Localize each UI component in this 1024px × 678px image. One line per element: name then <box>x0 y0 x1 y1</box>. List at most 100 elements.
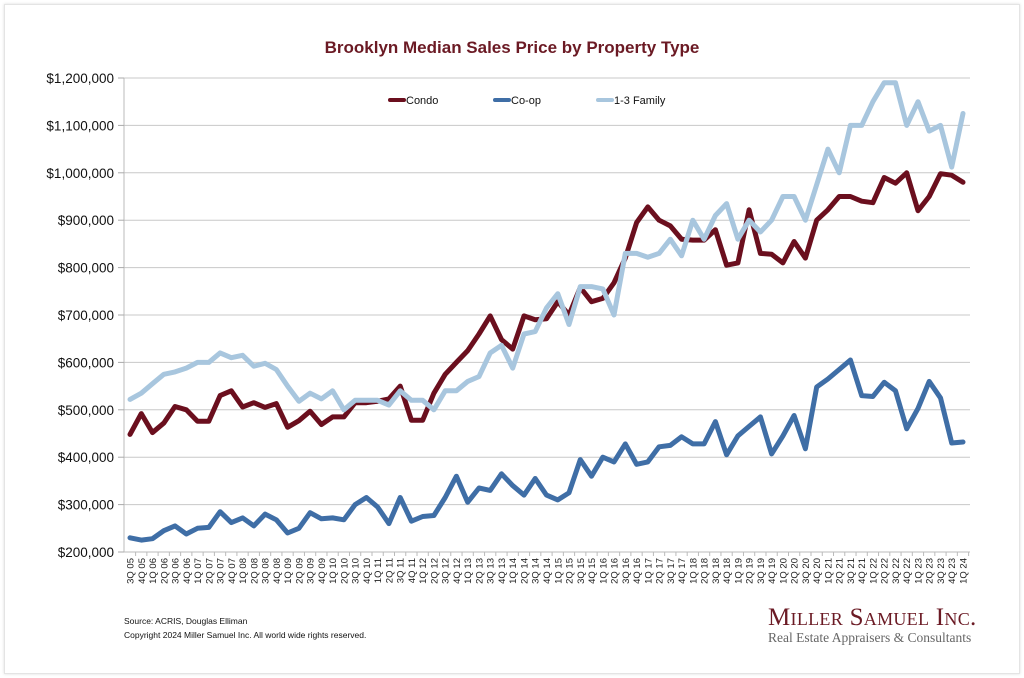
y-tick-label: $1,000,000 <box>46 166 114 181</box>
legend-label: Condo <box>406 95 438 107</box>
footer: Source: ACRIS, Douglas Elliman Copyright… <box>124 614 366 642</box>
x-tick-label: 1Q 10 <box>328 558 339 584</box>
x-tick-label: 3Q 21 <box>846 558 857 584</box>
x-tick-label: 1Q 23 <box>913 558 924 584</box>
x-tick-label: 3Q 20 <box>801 558 812 584</box>
legend-label: Co-op <box>511 95 541 107</box>
y-tick-label: $800,000 <box>58 261 114 276</box>
y-tick-label: $600,000 <box>58 355 114 370</box>
x-tick-label: 2Q 13 <box>474 558 485 584</box>
x-tick-label: 2Q 16 <box>610 558 621 584</box>
x-tick-label: 4Q 06 <box>182 558 193 584</box>
x-tick-label: 3Q 09 <box>306 558 317 584</box>
x-tick-label: 1Q 14 <box>508 558 519 584</box>
series-line-co-op <box>127 357 966 543</box>
x-tick-label: 3Q 17 <box>666 558 677 584</box>
x-tick-label: 3Q 08 <box>261 558 272 584</box>
x-tick-label: 2Q 10 <box>339 558 350 584</box>
y-tick-label: $1,100,000 <box>46 118 114 133</box>
y-tick-label: $900,000 <box>58 213 114 228</box>
x-tick-label: 3Q 18 <box>711 558 722 584</box>
x-tick-label: 4Q 22 <box>902 558 913 584</box>
x-tick-label: 2Q 08 <box>249 558 260 584</box>
x-tick-label: 4Q 05 <box>137 558 148 584</box>
legend-label: 1-3 Family <box>614 95 666 107</box>
x-tick-label: 2Q 19 <box>745 558 756 584</box>
legend-item: Co-op <box>493 95 541 107</box>
legend: Condo Co-op 1-3 Family <box>388 95 666 107</box>
x-tick-label: 4Q 09 <box>317 558 328 584</box>
x-tick-label: 4Q 12 <box>452 558 463 584</box>
x-tick-label: 3Q 22 <box>891 558 902 584</box>
x-tick-label: 1Q 24 <box>959 558 970 584</box>
series-line-1-3-family <box>127 80 966 413</box>
x-tick-label: 2Q 11 <box>384 558 395 583</box>
x-tick-label: 2Q 18 <box>700 558 711 584</box>
x-tick-label: 4Q 08 <box>272 558 283 584</box>
x-tick-label: 4Q 17 <box>677 558 688 584</box>
x-tick-label: 1Q 15 <box>553 558 564 584</box>
x-tick-label: 2Q 14 <box>519 558 530 584</box>
x-tick-label: 4Q 21 <box>857 558 868 584</box>
x-tick-label: 1Q 21 <box>823 558 834 584</box>
x-tick-label: 1Q 20 <box>778 558 789 584</box>
x-tick-label: 3Q 10 <box>351 558 362 584</box>
x-tick-label: 1Q 17 <box>643 558 654 584</box>
logo-name: Miller Samuel Inc. <box>768 604 977 631</box>
x-tick-label: 1Q 08 <box>238 558 249 584</box>
x-tick-label: 2Q 17 <box>655 558 666 584</box>
source-note: Source: ACRIS, Douglas Elliman <box>124 616 248 626</box>
x-tick-label: 1Q 11 <box>373 558 384 583</box>
x-tick-label: 3Q 19 <box>756 558 767 584</box>
x-tick-label: 2Q 07 <box>204 558 215 584</box>
x-tick-label: 1Q 12 <box>418 558 429 584</box>
y-tick-label: $400,000 <box>58 450 114 465</box>
y-tick-label: $1,200,000 <box>46 71 114 86</box>
x-tick-label: 3Q 07 <box>216 558 227 584</box>
x-tick-label: 4Q 13 <box>497 558 508 584</box>
x-tick-label: 2Q 23 <box>925 558 936 584</box>
series-line-condo <box>127 170 966 437</box>
y-axis-ticks: $200,000 $300,000 $400,000 $500,000 $600,000… <box>46 71 124 560</box>
x-tick-label: 4Q 23 <box>947 558 958 584</box>
x-axis-ticks: 3Q 05 4Q 05 1Q 06 2Q 06 3Q 06 4Q 06 1Q 07 2Q 07… <box>126 552 970 584</box>
chart-title: Brooklyn Median Sales Price by Property … <box>324 38 700 57</box>
x-tick-label: 1Q 18 <box>688 558 699 584</box>
y-tick-label: $500,000 <box>58 403 114 418</box>
x-tick-label: 4Q 14 <box>542 558 553 584</box>
copyright-note: Copyright 2024 Miller Samuel Inc. All wo… <box>124 630 367 640</box>
x-tick-label: 2Q 15 <box>565 558 576 584</box>
x-tick-label: 3Q 11 <box>396 558 407 583</box>
x-tick-label: 2Q 09 <box>294 558 305 584</box>
x-tick-label: 4Q 15 <box>587 558 598 584</box>
x-tick-label: 2Q 12 <box>429 558 440 584</box>
x-tick-label: 3Q 06 <box>171 558 182 584</box>
x-tick-label: 3Q 14 <box>531 558 542 584</box>
x-tick-label: 1Q 09 <box>283 558 294 584</box>
x-tick-label: 4Q 11 <box>407 558 418 583</box>
x-tick-label: 1Q 13 <box>463 558 474 584</box>
x-tick-label: 3Q 05 <box>126 558 137 584</box>
company-logo: Miller Samuel Inc. Real Estate Appraiser… <box>768 604 977 646</box>
x-tick-label: 1Q 22 <box>868 558 879 584</box>
legend-item: 1-3 Family <box>596 95 666 107</box>
x-tick-label: 4Q 20 <box>812 558 823 584</box>
y-tick-label: $200,000 <box>58 545 114 560</box>
series-lines <box>127 80 966 543</box>
x-tick-label: 4Q 18 <box>722 558 733 584</box>
x-tick-label: 3Q 12 <box>441 558 452 584</box>
x-tick-label: 3Q 15 <box>576 558 587 584</box>
x-tick-label: 1Q 06 <box>148 558 159 584</box>
x-tick-label: 3Q 23 <box>936 558 947 584</box>
x-tick-label: 1Q 07 <box>193 558 204 584</box>
x-tick-label: 4Q 07 <box>227 558 238 584</box>
x-tick-label: 1Q 16 <box>598 558 609 584</box>
x-tick-label: 2Q 21 <box>835 558 846 584</box>
x-tick-label: 4Q 19 <box>767 558 778 584</box>
legend-item: Condo <box>388 95 438 107</box>
gridlines <box>124 77 970 506</box>
x-tick-label: 3Q 13 <box>486 558 497 584</box>
x-tick-label: 2Q 20 <box>790 558 801 584</box>
x-tick-label: 4Q 10 <box>362 558 373 584</box>
